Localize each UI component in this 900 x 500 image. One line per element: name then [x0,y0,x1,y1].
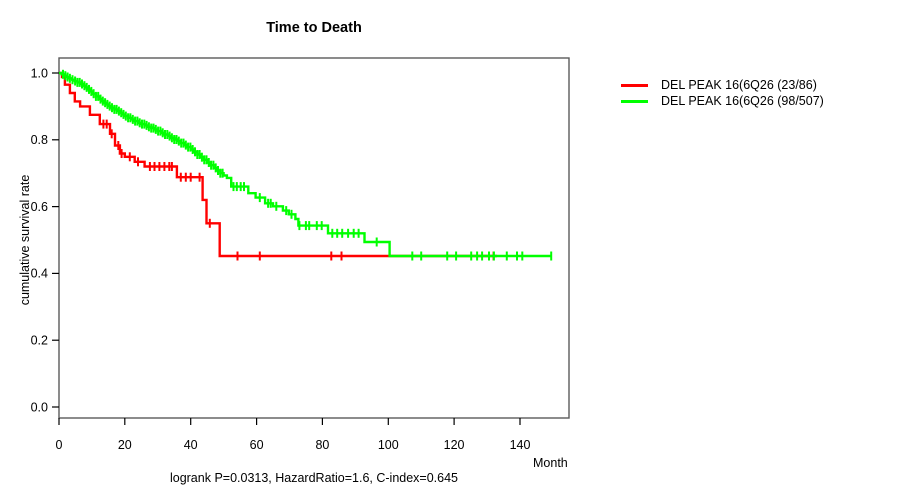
red-line-swatch [621,83,648,87]
y-tick-label: 0.0 [31,400,48,414]
x-tick-label: 80 [315,438,329,452]
x-axis-label: Month [533,456,568,470]
plot-box [58,57,570,419]
x-tick-label: 120 [444,438,465,452]
x-tick-label: 0 [56,438,63,452]
y-tick-label: 0.8 [31,133,48,147]
y-tick-label: 0.4 [31,267,48,281]
x-tick-label: 20 [118,438,132,452]
legend-label-green: DEL PEAK 16(6Q26 (98/507) [661,94,824,108]
legend: DEL PEAK 16(6Q26 (23/86) DEL PEAK 16(6Q2… [621,77,824,109]
x-tick-label: 140 [510,438,531,452]
x-tick-label: 40 [184,438,198,452]
chart-title: Time to Death [266,20,362,36]
y-tick-label: 1.0 [31,66,48,80]
stats-footnote: logrank P=0.0313, HazardRatio=1.6, C-ind… [169,471,459,485]
x-tick-label: 60 [250,438,264,452]
legend-entry-green: DEL PEAK 16(6Q26 (98/507) [621,93,824,109]
y-tick-label: 0.2 [31,334,48,348]
x-tick-label: 100 [378,438,399,452]
green-line-swatch [621,99,648,103]
legend-label-red: DEL PEAK 16(6Q26 (23/86) [661,78,817,92]
legend-entry-red: DEL PEAK 16(6Q26 (23/86) [621,77,824,93]
survival-curve-red [59,71,497,258]
y-tick-label: 0.6 [31,200,48,214]
